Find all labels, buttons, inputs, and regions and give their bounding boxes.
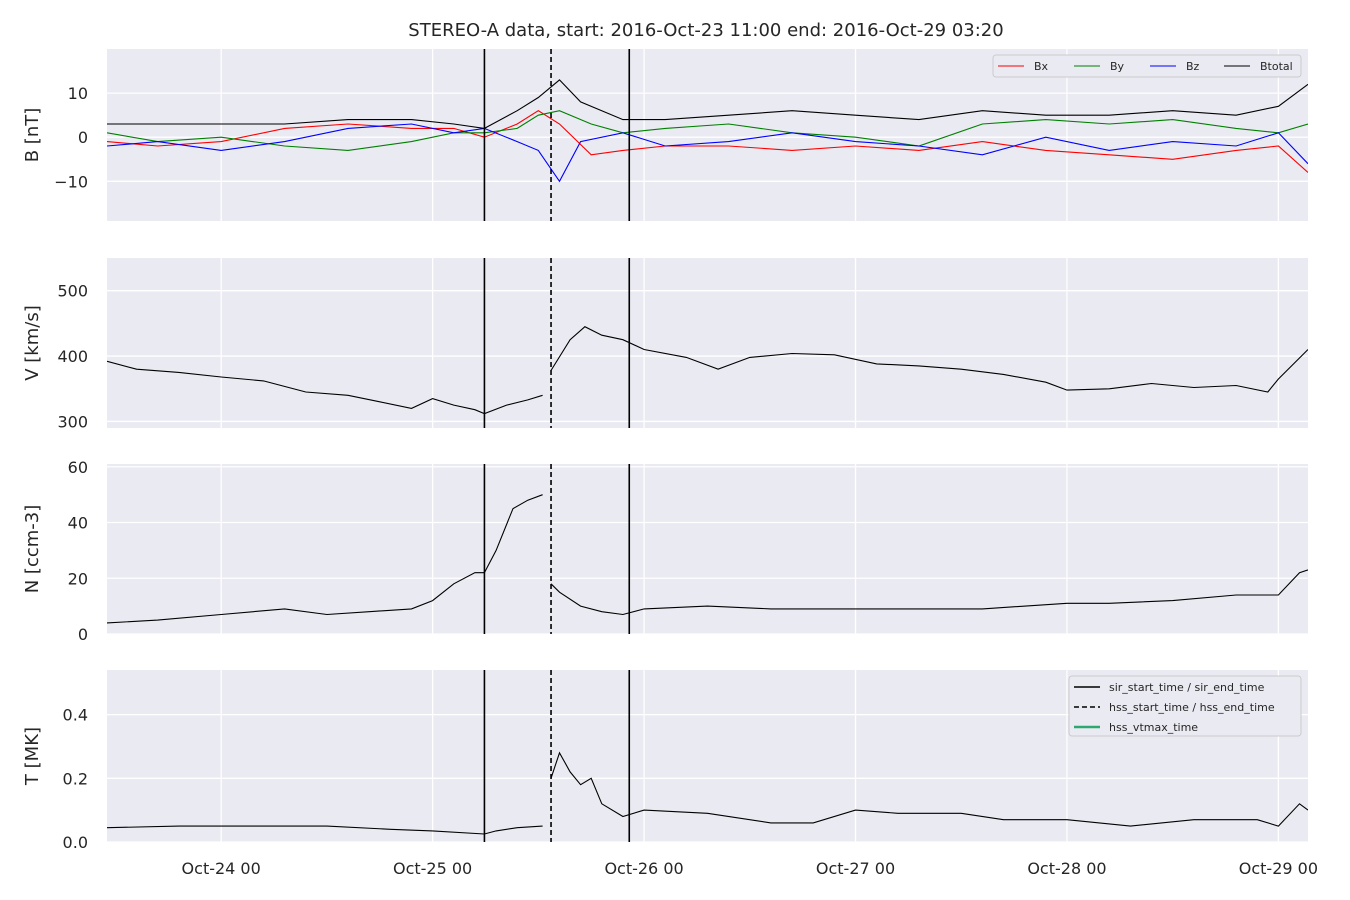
panel-4: 0.0 0.2 0.4 T [MK] sir_start_time / sir_end_…	[22, 670, 1308, 852]
legend-label-2: hss_start_time / hss_end_time	[1109, 701, 1275, 714]
x-tick-label: Oct-28 00	[1027, 859, 1106, 878]
series-line-bx	[107, 110, 1308, 173]
panel-background	[107, 464, 1308, 634]
series-group	[107, 326, 1308, 415]
y-tick-label: 60	[68, 458, 88, 477]
chart-title: STEREO-A data, start: 2016-Oct-23 11:00 …	[408, 20, 1003, 41]
legend-frame	[992, 54, 1302, 78]
legend-label-bz: Bz	[1186, 60, 1200, 73]
x-tick-label: Oct-24 00	[182, 859, 261, 878]
panel-2: 300 400 500 V [km/s]	[22, 258, 1308, 431]
y-tick-label: 40	[68, 514, 88, 533]
series-line-value	[550, 751, 1308, 827]
panel-background	[107, 49, 1308, 221]
b-legend: Bx By Bz Btotal	[992, 54, 1302, 78]
y-tick-label: 0	[78, 128, 88, 147]
series-line-btotal	[107, 79, 1308, 129]
legend-label-by: By	[1110, 60, 1125, 73]
series-line-value	[107, 494, 543, 624]
x-tick-label: Oct-26 00	[604, 859, 683, 878]
y-axis-label: N [ccm-3]	[22, 505, 43, 594]
series-group	[107, 751, 1308, 835]
y-axis-label: B [nT]	[22, 108, 43, 163]
y-axis-label: T [MK]	[22, 727, 43, 786]
y-tick-label: 20	[68, 569, 88, 588]
y-tick-label: 0.0	[63, 833, 88, 852]
series-group	[107, 79, 1308, 183]
legend-label-bx: Bx	[1034, 60, 1049, 73]
panel-3: 0 20 40 60 N [ccm-3]	[22, 458, 1308, 644]
y-tick-label: 500	[57, 282, 88, 301]
series-line-value	[107, 360, 543, 415]
x-tick-label: Oct-25 00	[393, 859, 472, 878]
y-axis-label: V [km/s]	[22, 305, 43, 380]
legend-frame	[1068, 675, 1302, 737]
panel-1: −10 0 10 B [nT] Bx By Bz Btotal	[22, 49, 1308, 221]
y-tick-label: 0.2	[63, 769, 88, 788]
series-line-value	[550, 326, 1308, 393]
series-line-bz	[107, 123, 1308, 183]
series-group	[107, 494, 1308, 624]
x-tick-label: Oct-27 00	[816, 859, 895, 878]
event-legend: sir_start_time / sir_end_time hss_start_t…	[1068, 675, 1302, 737]
panel-background	[107, 258, 1308, 428]
x-axis: Oct-24 00 Oct-25 00 Oct-26 00 Oct-27 00 Oct-…	[182, 859, 1318, 878]
y-tick-label: 400	[57, 347, 88, 366]
y-tick-label: 0	[78, 625, 88, 644]
legend-label-btotal: Btotal	[1260, 60, 1293, 73]
y-tick-label: −10	[54, 172, 88, 191]
series-line-value	[550, 569, 1308, 616]
series-line-value	[107, 825, 543, 835]
y-tick-label: 10	[68, 84, 88, 103]
x-tick-label: Oct-29 00	[1239, 859, 1318, 878]
y-tick-label: 0.4	[63, 706, 88, 725]
legend-label-3: hss_vtmax_time	[1109, 721, 1198, 734]
legend-label-1: sir_start_time / sir_end_time	[1109, 681, 1265, 694]
y-tick-label: 300	[57, 412, 88, 431]
